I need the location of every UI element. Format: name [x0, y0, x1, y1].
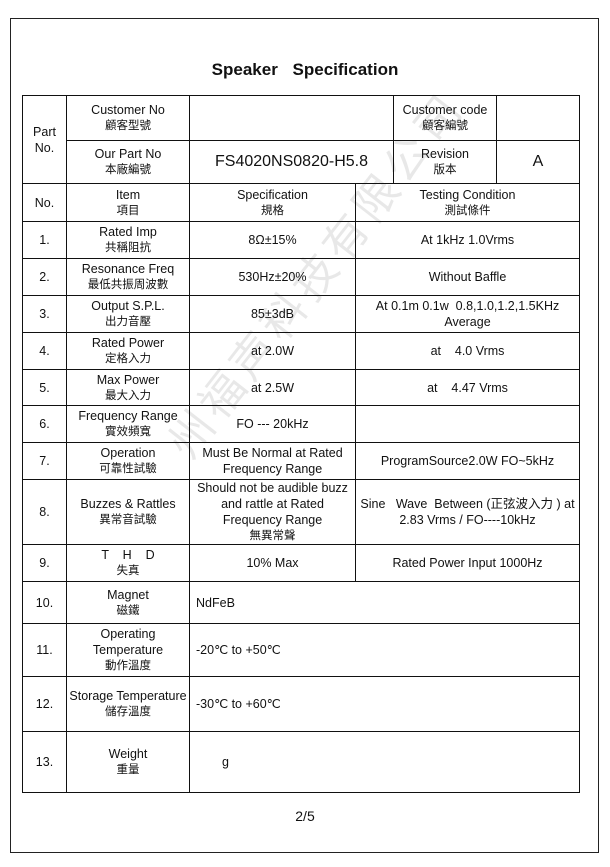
- page-number: 2/5: [295, 808, 315, 824]
- row-spec: FO --- 20kHz: [189, 405, 356, 443]
- row-test: Without Baffle: [355, 258, 580, 296]
- row-no: 2.: [22, 258, 67, 296]
- document-title: Speaker Specification: [211, 60, 399, 79]
- row-spec: 10% Max: [189, 544, 356, 582]
- row-item: T H D 失真: [66, 544, 190, 582]
- row-test: at 4.47 Vrms: [355, 369, 580, 406]
- row-no: 11.: [22, 623, 67, 677]
- row-spec: Must Be Normal at Rated Frequency Range: [189, 442, 356, 480]
- column-header-row: No. Item 項目 Specification 規格 Testing Condi…: [22, 183, 580, 222]
- table-row: 1. Rated Imp 共稱阻抗 8Ω±15% At 1kHz 1.0Vrms: [22, 221, 580, 259]
- row-spec: 8Ω±15%: [189, 221, 356, 259]
- customer-no-value: [189, 95, 394, 141]
- table-row: 6. Frequency Range 實效頻寬 FO --- 20kHz: [22, 405, 580, 443]
- row-item: Output S.P.L. 出力音壓: [66, 295, 190, 333]
- table-row: 7. Operation 可靠性試驗 Must Be Normal at Rated…: [22, 442, 580, 480]
- row-no: 3.: [22, 295, 67, 333]
- row-spec: g: [189, 731, 580, 793]
- row-spec: at 2.5W: [189, 369, 356, 406]
- table-row: 11. Operating Temperature 動作溫度 -20℃ to +50…: [22, 623, 580, 677]
- row-spec: Should not be audible buzz and rattle at…: [189, 479, 356, 545]
- customer-code-label: Customer code 顧客編號: [393, 95, 497, 141]
- customer-no-label: Customer No 顧客型號: [66, 95, 190, 141]
- row-no: 4.: [22, 332, 67, 370]
- revision-value: A: [496, 140, 580, 184]
- row-item: Storage Temperature 儲存溫度: [66, 676, 190, 732]
- row-no: 9.: [22, 544, 67, 582]
- row-item: Max Power 最大入力: [66, 369, 190, 406]
- revision-label: Revision 版本: [393, 140, 497, 184]
- row-item: Resonance Freq 最低共振周波數: [66, 258, 190, 296]
- col-test: Testing Condition 測試條件: [355, 183, 580, 222]
- row-no: 10.: [22, 581, 67, 624]
- row-item: Buzzes & Rattles 異常音試驗: [66, 479, 190, 545]
- row-no: 5.: [22, 369, 67, 406]
- our-part-no-label: Our Part No 本廠編號: [66, 140, 190, 184]
- row-spec: at 2.0W: [189, 332, 356, 370]
- spec-table: Part No. Customer No 顧客型號 Customer code 顧客…: [22, 95, 580, 793]
- col-spec: Specification 規格: [189, 183, 356, 222]
- row-spec: -20℃ to +50℃: [189, 623, 580, 677]
- page-frame: [10, 18, 599, 853]
- row-test: at 4.0 Vrms: [355, 332, 580, 370]
- row-test: Sine Wave Between (正弦波入力 ) at 2.83 Vrms …: [355, 479, 580, 545]
- customer-code-value: [496, 95, 580, 141]
- table-row: 10. Magnet 磁鐵 NdFeB: [22, 581, 580, 624]
- table-row: 3. Output S.P.L. 出力音壓 85±3dB At 0.1m 0.1w …: [22, 295, 580, 333]
- row-item: Rated Imp 共稱阻抗: [66, 221, 190, 259]
- part-no-label: Part No.: [22, 95, 67, 184]
- row-test: [355, 405, 580, 443]
- row-no: 12.: [22, 676, 67, 732]
- col-no: No.: [22, 183, 67, 222]
- table-row: 9. T H D 失真 10% Max Rated Power Input 1000…: [22, 544, 580, 582]
- row-test: Rated Power Input 1000Hz: [355, 544, 580, 582]
- table-row: 8. Buzzes & Rattles 異常音試驗 Should not be au…: [22, 479, 580, 545]
- row-item: Magnet 磁鐵: [66, 581, 190, 624]
- our-part-no-value: FS4020NS0820-H5.8: [189, 140, 394, 184]
- table-row: 12. Storage Temperature 儲存溫度 -30℃ to +60℃: [22, 676, 580, 732]
- table-row: 5. Max Power 最大入力 at 2.5W at 4.47 Vrms: [22, 369, 580, 406]
- row-no: 6.: [22, 405, 67, 443]
- row-spec: 85±3dB: [189, 295, 356, 333]
- row-item: Frequency Range 實效頻寬: [66, 405, 190, 443]
- row-test: At 0.1m 0.1w 0.8,1.0,1.2,1.5KHz Average: [355, 295, 580, 333]
- table-row: 4. Rated Power 定格入力 at 2.0W at 4.0 Vrms: [22, 332, 580, 370]
- row-item: Operation 可靠性試驗: [66, 442, 190, 480]
- col-item: Item 項目: [66, 183, 190, 222]
- row-spec: 530Hz±20%: [189, 258, 356, 296]
- row-no: 8.: [22, 479, 67, 545]
- row-test: ProgramSource2.0W FO~5kHz: [355, 442, 580, 480]
- row-item: Weight 重量: [66, 731, 190, 793]
- row-test: At 1kHz 1.0Vrms: [355, 221, 580, 259]
- row-spec: NdFeB: [189, 581, 580, 624]
- row-no: 13.: [22, 731, 67, 793]
- table-row: 13. Weight 重量 g: [22, 731, 580, 793]
- row-no: 1.: [22, 221, 67, 259]
- row-spec: -30℃ to +60℃: [189, 676, 580, 732]
- row-no: 7.: [22, 442, 67, 480]
- row-item: Operating Temperature 動作溫度: [66, 623, 190, 677]
- table-row: 2. Resonance Freq 最低共振周波數 530Hz±20% Withou…: [22, 258, 580, 296]
- row-item: Rated Power 定格入力: [66, 332, 190, 370]
